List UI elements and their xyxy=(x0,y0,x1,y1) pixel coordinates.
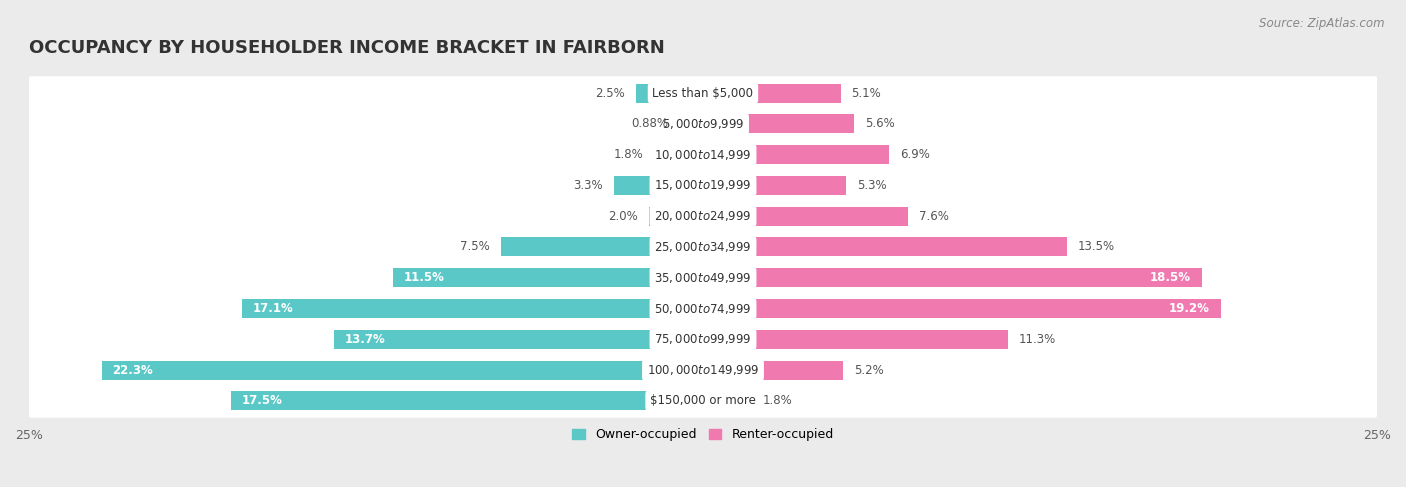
Bar xyxy=(703,391,752,411)
FancyBboxPatch shape xyxy=(28,107,1378,141)
Bar xyxy=(703,176,846,195)
Text: 3.3%: 3.3% xyxy=(574,179,603,192)
Text: Less than $5,000: Less than $5,000 xyxy=(652,87,754,100)
Text: 0.88%: 0.88% xyxy=(631,117,668,131)
Text: 5.1%: 5.1% xyxy=(851,87,882,100)
Text: 5.2%: 5.2% xyxy=(853,364,884,376)
Text: 7.6%: 7.6% xyxy=(918,210,949,223)
FancyBboxPatch shape xyxy=(28,353,1378,387)
Bar xyxy=(101,360,703,379)
Bar xyxy=(392,268,703,287)
Bar xyxy=(703,238,1067,257)
Text: $50,000 to $74,999: $50,000 to $74,999 xyxy=(654,301,752,316)
Bar xyxy=(703,145,889,164)
Text: 13.5%: 13.5% xyxy=(1078,241,1115,253)
Text: $75,000 to $99,999: $75,000 to $99,999 xyxy=(654,332,752,346)
Bar xyxy=(703,330,1008,349)
Bar xyxy=(636,84,703,103)
Text: 18.5%: 18.5% xyxy=(1150,271,1191,284)
Text: 19.2%: 19.2% xyxy=(1168,302,1211,315)
FancyBboxPatch shape xyxy=(28,199,1378,233)
Text: $15,000 to $19,999: $15,000 to $19,999 xyxy=(654,178,752,192)
FancyBboxPatch shape xyxy=(28,384,1378,418)
FancyBboxPatch shape xyxy=(28,261,1378,295)
Text: Source: ZipAtlas.com: Source: ZipAtlas.com xyxy=(1260,17,1385,30)
Text: 2.5%: 2.5% xyxy=(595,87,624,100)
Text: 11.5%: 11.5% xyxy=(404,271,444,284)
Text: $20,000 to $24,999: $20,000 to $24,999 xyxy=(654,209,752,223)
Text: 22.3%: 22.3% xyxy=(112,364,153,376)
Text: $100,000 to $149,999: $100,000 to $149,999 xyxy=(647,363,759,377)
Text: 1.8%: 1.8% xyxy=(614,148,644,161)
Bar xyxy=(703,299,1220,318)
Text: 2.0%: 2.0% xyxy=(609,210,638,223)
Text: OCCUPANCY BY HOUSEHOLDER INCOME BRACKET IN FAIRBORN: OCCUPANCY BY HOUSEHOLDER INCOME BRACKET … xyxy=(30,39,665,57)
Bar xyxy=(501,238,703,257)
Text: 11.3%: 11.3% xyxy=(1018,333,1056,346)
Bar xyxy=(703,360,844,379)
FancyBboxPatch shape xyxy=(28,322,1378,356)
Bar xyxy=(703,206,908,226)
Bar xyxy=(703,84,841,103)
FancyBboxPatch shape xyxy=(28,292,1378,325)
Text: $150,000 or more: $150,000 or more xyxy=(650,394,756,407)
Bar xyxy=(650,206,703,226)
Text: 5.3%: 5.3% xyxy=(856,179,886,192)
Bar xyxy=(679,114,703,133)
Text: 7.5%: 7.5% xyxy=(460,241,491,253)
Bar xyxy=(242,299,703,318)
FancyBboxPatch shape xyxy=(28,169,1378,202)
Bar xyxy=(654,145,703,164)
Bar xyxy=(333,330,703,349)
Text: 6.9%: 6.9% xyxy=(900,148,929,161)
Text: $10,000 to $14,999: $10,000 to $14,999 xyxy=(654,148,752,162)
Bar xyxy=(703,268,1202,287)
Text: 13.7%: 13.7% xyxy=(344,333,385,346)
Bar xyxy=(614,176,703,195)
FancyBboxPatch shape xyxy=(28,138,1378,171)
Bar xyxy=(703,114,853,133)
Text: $5,000 to $9,999: $5,000 to $9,999 xyxy=(662,117,744,131)
Text: $35,000 to $49,999: $35,000 to $49,999 xyxy=(654,271,752,285)
Legend: Owner-occupied, Renter-occupied: Owner-occupied, Renter-occupied xyxy=(568,423,838,446)
Text: 17.5%: 17.5% xyxy=(242,394,283,407)
Text: 5.6%: 5.6% xyxy=(865,117,894,131)
Text: $25,000 to $34,999: $25,000 to $34,999 xyxy=(654,240,752,254)
FancyBboxPatch shape xyxy=(28,230,1378,264)
FancyBboxPatch shape xyxy=(28,76,1378,110)
Bar xyxy=(231,391,703,411)
Text: 17.1%: 17.1% xyxy=(253,302,294,315)
Text: 1.8%: 1.8% xyxy=(762,394,792,407)
